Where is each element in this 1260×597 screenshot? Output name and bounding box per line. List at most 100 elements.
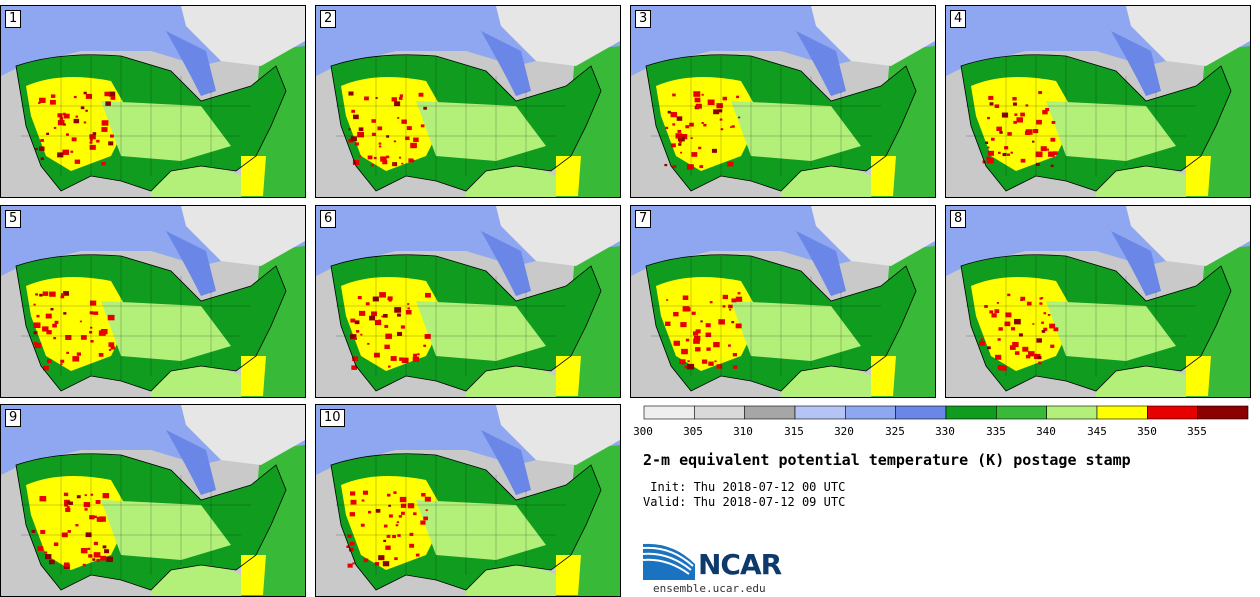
theta-e-map	[946, 6, 1250, 197]
hot-spot	[666, 299, 669, 301]
hot-spot	[736, 95, 740, 99]
hot-spot	[396, 521, 400, 524]
hot-spot	[980, 338, 984, 341]
northeast-region	[181, 405, 305, 465]
hot-spot	[394, 557, 398, 561]
hot-spot	[998, 327, 1003, 331]
hot-spot	[57, 152, 64, 158]
hot-spot	[401, 119, 407, 124]
ncar-wordmark: NCAR	[698, 548, 782, 581]
hot-spot	[692, 331, 699, 336]
hot-spot	[75, 115, 79, 118]
coastline	[330, 453, 602, 591]
hot-spot	[37, 546, 44, 551]
hot-spot	[349, 512, 356, 517]
hot-spot	[1041, 321, 1044, 324]
hot-spot	[46, 359, 52, 364]
hot-spot	[680, 151, 683, 154]
hot-spot	[1046, 148, 1050, 151]
hot-spot	[707, 99, 715, 106]
hot-spot	[711, 148, 717, 153]
hot-spot	[401, 357, 409, 364]
hot-spot	[54, 320, 59, 324]
colorbar-tick-label: 350	[1137, 425, 1157, 438]
hot-spot	[49, 559, 55, 565]
colorbar-tick-label: 320	[834, 425, 854, 438]
hot-spot	[63, 123, 66, 126]
hot-spot	[707, 348, 710, 351]
hot-spot	[68, 501, 73, 505]
theta-e-map	[631, 6, 935, 197]
hot-spot	[46, 132, 50, 136]
hot-spot	[1033, 129, 1039, 134]
colorbar-tick-label: 330	[935, 425, 955, 438]
hot-spot	[678, 143, 682, 146]
hot-spot	[398, 96, 403, 100]
coastline	[15, 254, 287, 392]
hot-spot	[347, 534, 352, 538]
western-high-thetae	[341, 476, 446, 570]
hot-spot	[82, 563, 86, 567]
hot-spot	[84, 508, 88, 511]
hot-spot	[52, 323, 57, 328]
hot-spot	[684, 365, 688, 369]
hot-spot	[728, 304, 733, 309]
hot-spot	[42, 326, 49, 332]
hot-spot	[63, 312, 67, 315]
hot-spot	[62, 149, 70, 155]
hot-spot	[732, 365, 738, 369]
hot-spot	[1024, 130, 1031, 136]
hot-spot	[672, 93, 676, 97]
hot-spot	[33, 303, 36, 306]
great-lakes-cool-tongue	[166, 231, 216, 296]
ensemble-member-panel-6: 6	[315, 205, 621, 398]
central-plains	[731, 101, 861, 161]
hot-spot	[1006, 153, 1011, 156]
florida	[556, 555, 581, 595]
hot-spot	[695, 347, 701, 352]
hot-spot	[61, 293, 65, 296]
hot-spot	[677, 136, 685, 142]
hot-spot	[89, 144, 96, 150]
hot-spot	[425, 292, 431, 298]
hot-spot	[418, 92, 424, 97]
hot-spot	[985, 141, 989, 145]
hot-spot	[979, 341, 985, 346]
hot-spot	[108, 91, 116, 97]
central-plains	[416, 500, 546, 560]
gulf-of-mexico	[151, 166, 241, 197]
hot-spot	[1009, 345, 1016, 350]
hot-spot	[35, 293, 39, 296]
hot-spot	[998, 151, 1001, 154]
great-lakes-cool-tongue	[481, 31, 531, 96]
member-number-label: 8	[950, 210, 967, 228]
hot-spot	[693, 335, 701, 341]
florida	[241, 555, 266, 595]
northeast-region	[496, 405, 620, 465]
hot-spot	[393, 140, 397, 143]
hot-spot	[53, 126, 57, 129]
hot-spot	[708, 361, 714, 366]
hot-spot	[67, 530, 71, 533]
hot-spot	[423, 344, 427, 347]
colorbar-tick-label: 305	[683, 425, 703, 438]
hot-spot	[1007, 132, 1012, 136]
colorbar-segment	[1096, 405, 1148, 420]
hot-spot	[1036, 162, 1040, 166]
hot-spot	[108, 342, 115, 347]
hot-spot	[400, 511, 405, 515]
hot-spot	[50, 94, 56, 98]
hot-spot	[991, 313, 997, 318]
florida	[556, 356, 581, 396]
hot-spot	[1040, 146, 1047, 152]
hot-spot	[682, 306, 690, 312]
hot-spot	[50, 307, 54, 311]
hot-spot	[65, 335, 72, 341]
hot-spot	[398, 156, 402, 159]
hot-spot	[350, 318, 356, 323]
hot-spot	[53, 542, 59, 547]
hot-spot	[413, 137, 419, 142]
hot-spot	[694, 97, 701, 103]
hot-spot	[385, 545, 391, 550]
hot-spot	[1022, 346, 1029, 352]
